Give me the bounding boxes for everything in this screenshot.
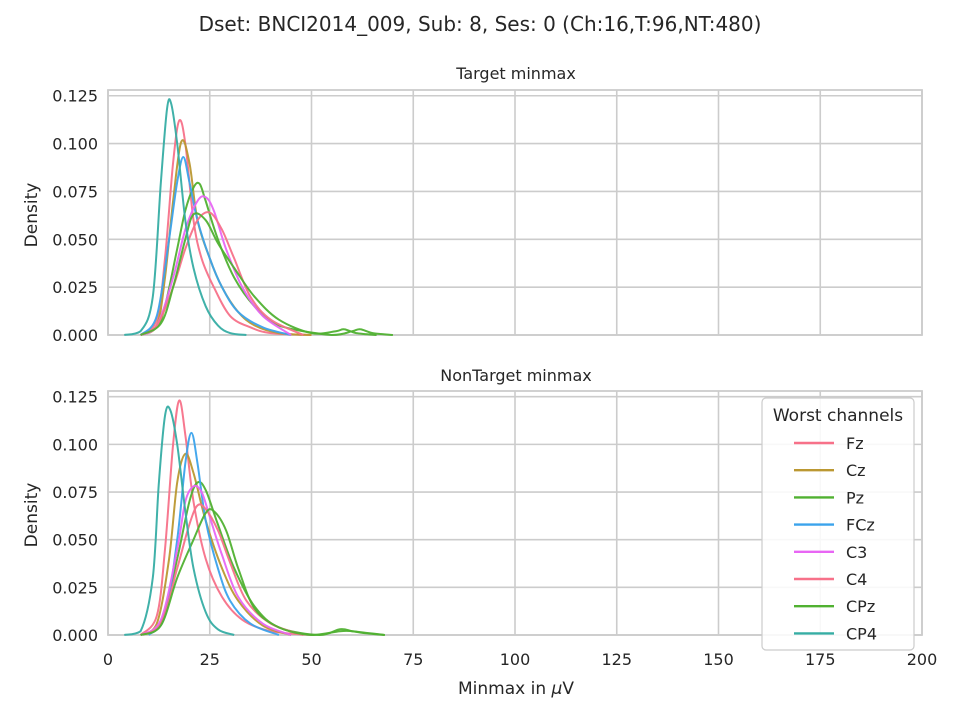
x-tick-label: 200: [907, 650, 938, 669]
legend-label: Cz: [846, 461, 866, 480]
y-tick-label: 0.050: [52, 230, 98, 249]
y-tick-label: 0.100: [52, 135, 98, 154]
series-line-cp4: [124, 98, 247, 336]
series-group: [124, 399, 385, 636]
legend-title: Worst channels: [773, 406, 903, 426]
series-line-cp4: [124, 405, 235, 636]
y-axis-label: Density: [22, 183, 42, 248]
y-tick-label: 0.125: [52, 87, 98, 106]
series-line-c3: [140, 195, 292, 336]
series-line-fcz: [139, 156, 292, 336]
y-tick-label: 0.025: [52, 578, 98, 597]
x-tick-label: 175: [805, 650, 836, 669]
y-axis-label: Density: [22, 483, 42, 548]
x-tick-label: 0: [103, 650, 113, 669]
x-axis-label: Minmax in μV: [458, 679, 574, 699]
legend-label: CP4: [846, 624, 877, 643]
x-tick-label: 50: [301, 650, 321, 669]
y-tick-label: 0.075: [52, 483, 98, 502]
legend: Worst channels Fz Cz Pz FCz C3 C4 CPz CP4: [761, 397, 915, 651]
legend-label: CPz: [846, 597, 875, 616]
legend-label: FCz: [846, 516, 875, 535]
series-line-c4: [140, 211, 304, 336]
x-tick-label: 125: [601, 650, 632, 669]
x-tick-label: 150: [703, 650, 734, 669]
figure-title: Dset: BNCI2014_009, Sub: 8, Ses: 0 (Ch:1…: [199, 12, 762, 36]
plot-frame: [107, 89, 923, 336]
panel-title: NonTarget minmax: [440, 366, 592, 385]
y-tick-label: 0.075: [52, 182, 98, 201]
series-line-c3: [140, 484, 292, 636]
series-line-pz: [140, 480, 385, 636]
y-tick-label: 0.000: [52, 326, 98, 345]
series-group: [124, 98, 393, 336]
series-line-cz: [140, 452, 292, 636]
legend-label: C3: [846, 543, 867, 562]
panel-nontarget: NonTarget minmax Density 0 25 50 75 100 125 15…: [22, 366, 937, 669]
panel-target: Target minmax Density 0.000 0.025 0.050 0.0…: [22, 64, 923, 345]
series-line-cpz: [140, 508, 385, 636]
x-tick-label: 75: [403, 650, 423, 669]
y-tick-label: 0.025: [52, 278, 98, 297]
legend-box: [761, 397, 915, 651]
y-tick-label: 0.125: [52, 388, 98, 407]
series-line-c4: [140, 503, 304, 636]
legend-label: C4: [846, 570, 867, 589]
legend-label: Pz: [846, 488, 864, 507]
y-tick-label: 0.050: [52, 531, 98, 550]
legend-label: Fz: [846, 434, 864, 453]
series-line-cpz: [140, 212, 377, 336]
plot-frame: [107, 390, 923, 636]
panel-title: Target minmax: [455, 64, 576, 83]
grid: [107, 90, 923, 336]
y-tick-label: 0.100: [52, 435, 98, 454]
y-tick-label: 0.000: [52, 626, 98, 645]
series-line-pz: [140, 181, 393, 336]
x-tick-label: 100: [500, 650, 531, 669]
x-tick-label: 25: [200, 650, 220, 669]
